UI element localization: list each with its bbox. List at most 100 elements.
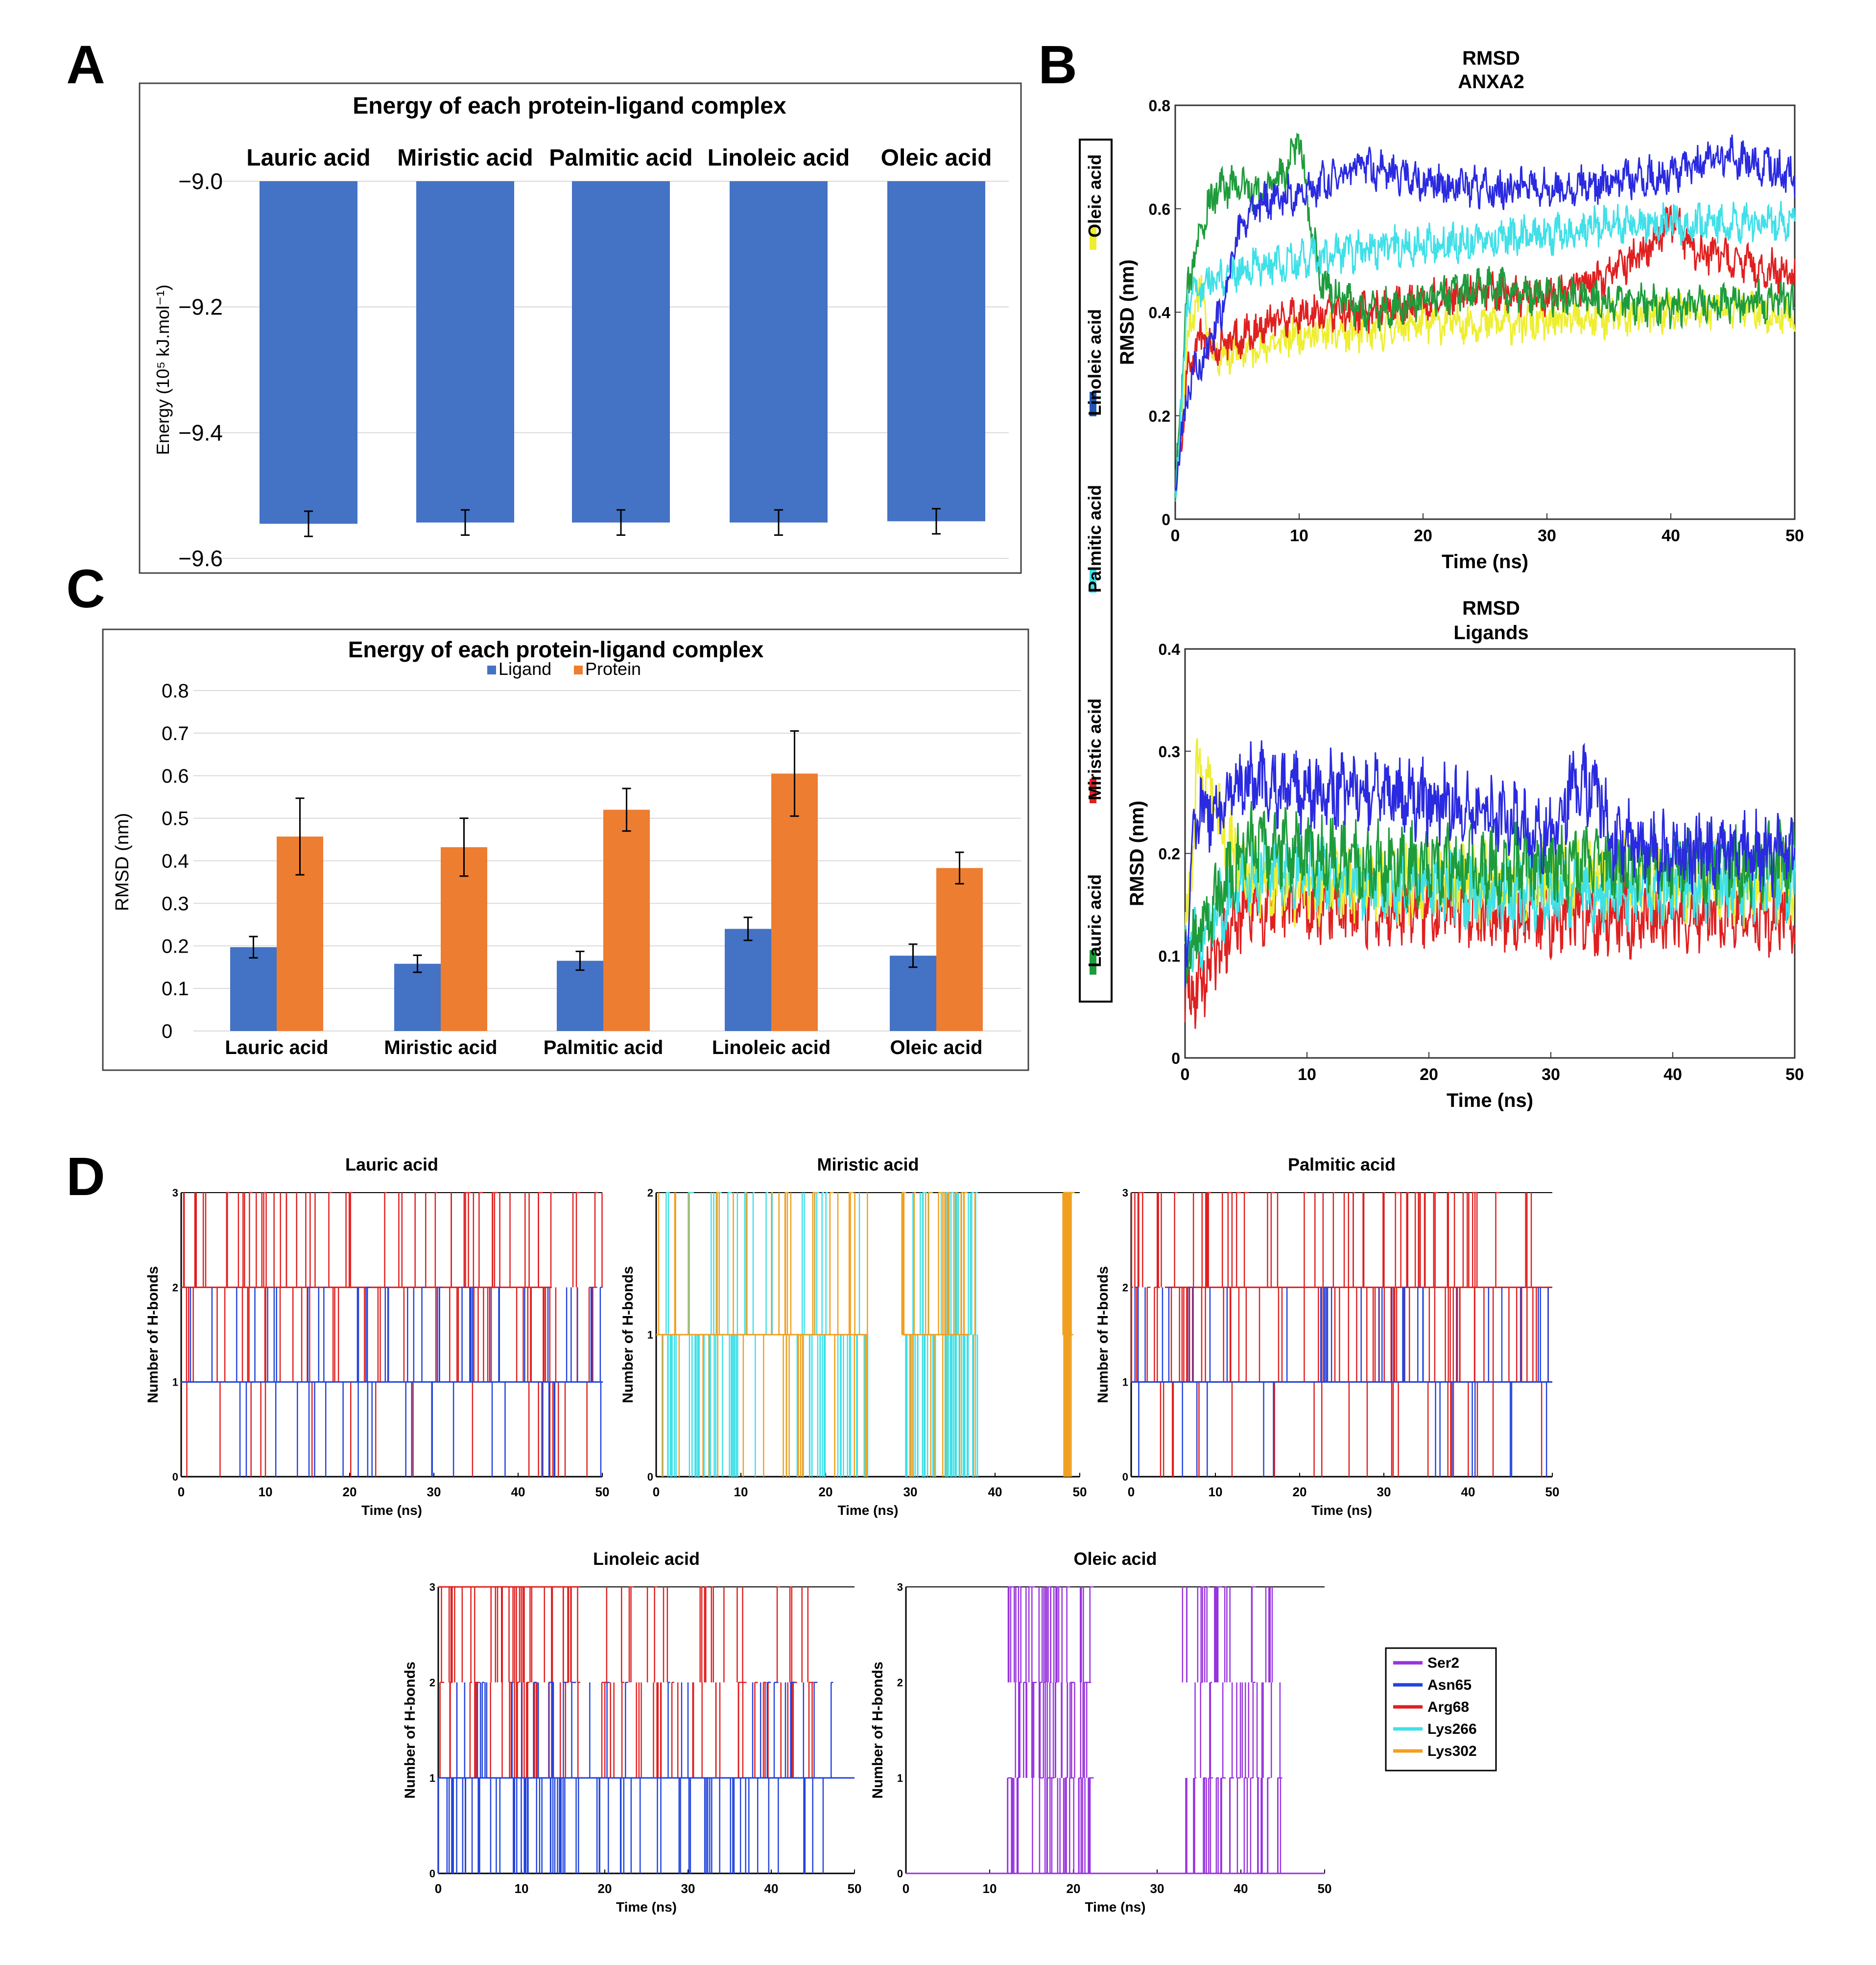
hbond-ylabel: Number of H-bonds	[620, 1266, 636, 1403]
rmsd-xtick-label: 20	[1420, 1065, 1438, 1084]
panel-c-ytick-label: 0.6	[162, 766, 189, 787]
rmsd-ytick-label: 0.3	[1159, 743, 1180, 761]
hbond-xtick-label: 40	[511, 1485, 525, 1499]
rmsd-series-line	[1174, 134, 1796, 491]
hbond-ytick-label: 2	[647, 1187, 653, 1199]
hbond-ytick-label: 1	[1122, 1376, 1128, 1389]
rmsd-ytick-label: 0.4	[1149, 304, 1171, 322]
rmsd-ytick-label: 0	[1162, 511, 1170, 528]
hbond-plot-title: Palmitic acid	[1288, 1154, 1396, 1174]
panel-c-ytick-label: 0.8	[162, 680, 189, 702]
panel-c-bar-protein	[441, 847, 487, 1031]
panel-a-category-label: Lauric acid	[246, 145, 370, 171]
rmsd-xtick-label: 40	[1662, 527, 1680, 545]
hbond-ylabel: Number of H-bonds	[402, 1662, 418, 1799]
hbond-xlabel: Time (ns)	[1311, 1503, 1372, 1518]
rmsd-ytick-label: 0.8	[1149, 97, 1170, 115]
hbond-ytick-label: 2	[429, 1677, 435, 1689]
rmsd-ylabel: RMSD (nm)	[1126, 801, 1148, 907]
hbond-xtick-label: 30	[1377, 1485, 1391, 1499]
rmsd-xtick-label: 10	[1290, 527, 1308, 545]
panel-a-category-label: Linoleic acid	[708, 145, 850, 171]
panel-c-ylabel: RMSD (nm)	[112, 813, 133, 911]
hbond-xtick-label: 20	[598, 1881, 612, 1896]
hbond-xtick-label: 50	[1073, 1485, 1087, 1499]
hbond-xtick-label: 0	[902, 1881, 909, 1896]
panel-c-category-label: Linoleic acid	[712, 1037, 831, 1058]
hbond-ytick-label: 1	[897, 1772, 903, 1784]
hbond-ytick-label: 0	[1122, 1471, 1128, 1483]
rmsd-series-line	[1174, 132, 1796, 501]
hbond-ytick-label: 2	[897, 1677, 903, 1689]
rmsd-ylabel: RMSD (nm)	[1116, 260, 1138, 365]
hbond-xtick-label: 0	[653, 1485, 660, 1499]
panel-a-category-label: Oleic acid	[881, 145, 992, 171]
panel-letter-a: A	[66, 35, 105, 95]
hbond-xtick-label: 50	[595, 1485, 610, 1499]
panel-a-bar	[416, 181, 514, 523]
rmsd-anxa2-subtitle: ANXA2	[1458, 71, 1524, 93]
panel-c-category-label: Lauric acid	[225, 1037, 328, 1058]
panel-b-legend-label: Miristic acid	[1085, 698, 1105, 800]
rmsd-ytick-label: 0.2	[1159, 845, 1180, 863]
hbond-legend-label: Arg68	[1427, 1699, 1469, 1715]
hbond-xtick-label: 30	[427, 1485, 441, 1499]
rmsd-ytick-label: 0.1	[1159, 947, 1180, 965]
rmsd-xtick-label: 20	[1414, 527, 1432, 545]
panel-b-legend-label: Lauric acid	[1085, 874, 1105, 967]
hbond-xtick-label: 30	[681, 1881, 695, 1896]
rmsd-xtick-label: 30	[1542, 1065, 1560, 1084]
hbond-xlabel: Time (ns)	[616, 1899, 677, 1915]
hbond-xtick-label: 50	[1545, 1485, 1560, 1499]
rmsd-xtick-label: 30	[1538, 527, 1556, 545]
panel-c-ytick-label: 0.5	[162, 808, 189, 830]
hbond-xtick-label: 10	[1209, 1485, 1223, 1499]
panel-a-category-label: Miristic acid	[397, 145, 533, 171]
hbond-ytick-label: 1	[172, 1376, 178, 1389]
panel-b-legend-label: Oleic acid	[1085, 154, 1105, 238]
panel-b-legend-swatch	[1090, 392, 1096, 416]
panel-c-bar-ligand	[890, 956, 936, 1031]
panel-c-ytick-label: 0.4	[162, 851, 189, 872]
panel-c-ytick-label: 0.7	[162, 723, 189, 744]
hbond-xtick-label: 40	[764, 1881, 779, 1896]
hbond-ytick-label: 0	[647, 1471, 653, 1483]
hbond-legend-label: Lys266	[1427, 1721, 1477, 1737]
rmsd-ytick-label: 0.6	[1149, 200, 1170, 218]
rmsd-xtick-label: 50	[1785, 1065, 1804, 1084]
hbond-ytick-label: 1	[429, 1772, 435, 1784]
panel-b-legend-label: Linoleic acid	[1085, 309, 1105, 416]
hbond-ytick-label: 3	[429, 1581, 435, 1593]
hbond-xtick-label: 10	[734, 1485, 748, 1499]
panel-c-ytick-label: 0.2	[162, 935, 189, 957]
hbond-plot-title: Linoleic acid	[593, 1549, 700, 1569]
rmsd-series-line	[1174, 201, 1796, 498]
rmsd-ytick-label: 0.2	[1149, 407, 1170, 425]
hbond-xtick-label: 0	[435, 1881, 442, 1896]
hbond-xtick-label: 40	[1461, 1485, 1475, 1499]
hbond-ytick-label: 3	[1122, 1187, 1128, 1199]
hbond-xtick-label: 20	[1293, 1485, 1307, 1499]
panel-a-bar	[887, 181, 985, 522]
panel-c-title: Energy of each protein-ligand complex	[348, 637, 764, 662]
rmsd-series-line	[1174, 275, 1796, 502]
hbond-plot-title: Lauric acid	[345, 1154, 438, 1174]
panel-a-ytick-label: −9.2	[178, 294, 223, 320]
hbond-xtick-label: 20	[819, 1485, 833, 1499]
panel-a-title: Energy of each protein-ligand complex	[353, 93, 786, 119]
hbond-xtick-label: 40	[1234, 1881, 1248, 1896]
legend-label-protein: Protein	[585, 659, 641, 679]
hbond-ylabel: Number of H-bonds	[870, 1662, 886, 1799]
panel-c-ytick-label: 0	[162, 1021, 172, 1042]
hbond-plot-title: Miristic acid	[817, 1154, 919, 1174]
panel-letter-c: C	[66, 559, 105, 619]
hbond-xlabel: Time (ns)	[1085, 1899, 1146, 1915]
panel-letter-b: B	[1038, 35, 1077, 95]
panel-letter-d: D	[66, 1147, 105, 1207]
rmsd-xtick-label: 10	[1298, 1065, 1316, 1084]
panel-c-bar-ligand	[230, 947, 277, 1031]
hbond-ytick-label: 3	[172, 1187, 178, 1199]
hbond-xtick-label: 10	[983, 1881, 997, 1896]
panel-b-legend-swatch	[1090, 779, 1096, 803]
hbond-xtick-label: 20	[1067, 1881, 1081, 1896]
